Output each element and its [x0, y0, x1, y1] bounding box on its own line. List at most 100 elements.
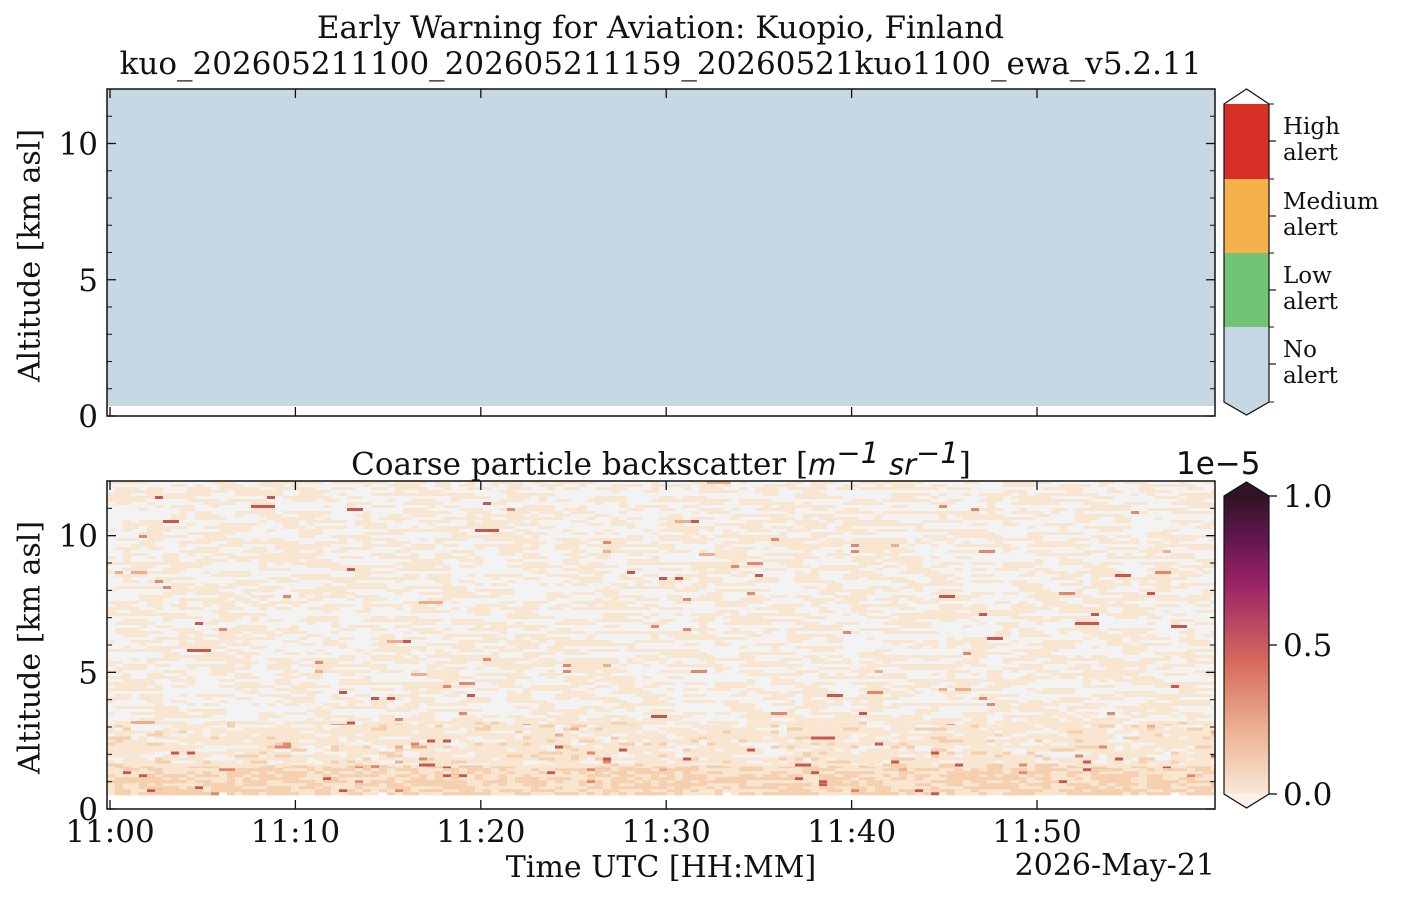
backscatter-heatmap-cell: [707, 783, 723, 787]
backscatter-heatmap-cell: [1019, 760, 1035, 764]
backscatter-heatmap-cell: [971, 523, 987, 526]
backscatter-heatmap-cell: [347, 777, 355, 781]
backscatter-heatmap-cell: [387, 655, 403, 658]
backscatter-heatmap-cell: [747, 520, 771, 523]
backscatter-heatmap-cell: [683, 763, 691, 767]
backscatter-heatmap-cell: [875, 751, 883, 755]
backscatter-heatmap-cell: [1203, 634, 1215, 637]
backscatter-heatmap-cell: [203, 622, 219, 625]
backscatter-heatmap-cell: [947, 520, 963, 523]
backscatter-heatmap-cell: [539, 496, 547, 499]
backscatter-heatmap-cell: [339, 493, 347, 496]
backscatter-heatmap-cell: [547, 484, 563, 487]
backscatter-heatmap-cell: [203, 643, 219, 646]
backscatter-heatmap-cell: [907, 757, 915, 761]
backscatter-heatmap-cell: [891, 783, 899, 787]
backscatter-heatmap-cell: [195, 514, 203, 517]
backscatter-heatmap-cell: [331, 733, 355, 737]
backscatter-heatmap-cell: [803, 730, 811, 734]
backscatter-heatmap-cell: [843, 789, 851, 793]
backscatter-heatmap-cell: [483, 637, 507, 640]
backscatter-heatmap-cell: [227, 541, 235, 544]
backscatter-heatmap-cell: [1131, 493, 1139, 496]
backscatter-heatmap-cell: [1115, 760, 1123, 764]
backscatter-heatmap-cell: [1179, 751, 1187, 755]
backscatter-heatmap-cell: [891, 643, 899, 646]
backscatter-heatmap-cell: [699, 622, 707, 625]
backscatter-heatmap-cell: [571, 574, 579, 577]
backscatter-heatmap-cell: [1131, 649, 1139, 652]
backscatter-heatmap-cell: [1163, 748, 1171, 752]
backscatter-heatmap-cell: [371, 760, 379, 764]
backscatter-heatmap-cell: [779, 562, 803, 565]
backscatter-heatmap-cell: [627, 550, 635, 553]
backscatter-heatmap-cell: [371, 583, 387, 586]
backscatter-heatmap-cell: [1211, 523, 1215, 526]
backscatter-heatmap-cell: [355, 595, 379, 598]
backscatter-heatmap-cell: [811, 601, 827, 604]
backscatter-heatmap-cell: [899, 511, 923, 514]
backscatter-heatmap-cell: [1083, 733, 1107, 737]
backscatter-heatmap-cell: [523, 792, 531, 796]
backscatter-heatmap-cell: [667, 763, 675, 767]
backscatter-heatmap-cell: [787, 481, 803, 484]
backscatter-heatmap-cell: [443, 526, 451, 529]
backscatter-heatmap-cell: [203, 598, 227, 601]
backscatter-heatmap-cell: [307, 622, 315, 625]
backscatter-heatmap-cell: [1107, 637, 1123, 640]
backscatter-heatmap-cell: [499, 748, 507, 752]
backscatter-heatmap-cell: [299, 499, 307, 502]
backscatter-heatmap-cell: [515, 622, 523, 625]
backscatter-heatmap-cell: [283, 601, 291, 604]
backscatter-heatmap-cell: [931, 792, 939, 796]
backscatter-heatmap-cell: [1147, 789, 1171, 793]
backscatter-heatmap-cell: [811, 484, 827, 487]
backscatter-heatmap-cell: [387, 514, 403, 517]
backscatter-heatmap-cell: [1211, 792, 1215, 796]
backscatter-heatmap-cell: [987, 496, 1003, 499]
backscatter-heatmap-cell: [171, 496, 195, 499]
backscatter-heatmap-cell: [819, 742, 827, 746]
backscatter-heatmap-cell: [1075, 511, 1083, 514]
backscatter-heatmap-cell: [579, 622, 595, 625]
backscatter-heatmap-cell: [883, 786, 891, 790]
backscatter-heatmap-cell: [931, 646, 939, 649]
backscatter-heatmap-cell: [779, 658, 803, 661]
backscatter-heatmap-cell: [819, 754, 843, 758]
backscatter-heatmap-cell: [275, 736, 283, 740]
backscatter-heatmap-cell: [443, 628, 451, 631]
backscatter-heatmap-cell: [971, 643, 995, 646]
backscatter-heatmap-cell: [171, 765, 187, 769]
backscatter-heatmap-cell: [843, 742, 867, 746]
backscatter-heatmap-cell: [691, 619, 715, 622]
backscatter-heatmap-cell: [1115, 577, 1131, 580]
backscatter-heatmap-cell: [203, 751, 227, 755]
backscatter-heatmap-cell: [1099, 562, 1123, 565]
backscatter-heatmap-cell: [523, 616, 531, 619]
backscatter-heatmap-cell: [1051, 786, 1059, 790]
backscatter-heatmap-cell: [1099, 481, 1115, 484]
backscatter-heatmap-cell: [227, 733, 251, 737]
backscatter-heatmap-cell: [371, 783, 379, 787]
backscatter-heatmap-cell: [1171, 724, 1179, 728]
backscatter-heatmap-cell: [835, 622, 859, 625]
backscatter-heatmap-cell: [1011, 484, 1035, 487]
backscatter-heatmap-cell: [995, 742, 1003, 746]
backscatter-heatmap-cell: [139, 792, 147, 796]
backscatter-heatmap-cell: [795, 634, 811, 637]
backscatter-heatmap-cell: [1163, 786, 1171, 790]
backscatter-heatmap-cell: [139, 736, 147, 740]
backscatter-heatmap-cell: [579, 774, 587, 778]
backscatter-heatmap-cell: [563, 559, 579, 562]
backscatter-heatmap-cell: [467, 655, 483, 658]
backscatter-heatmap-cell: [971, 727, 979, 731]
backscatter-heatmap-cell: [1139, 589, 1155, 592]
backscatter-heatmap-cell: [211, 601, 235, 604]
backscatter-heatmap-cell: [1051, 748, 1075, 752]
backscatter-heatmap-cell: [515, 550, 523, 553]
backscatter-heatmap-cell: [635, 733, 651, 737]
backscatter-heatmap-cell: [1035, 622, 1043, 625]
backscatter-heatmap-cell: [1171, 520, 1195, 523]
backscatter-heatmap-cell: [979, 544, 1003, 547]
backscatter-heatmap-cell: [571, 661, 587, 664]
